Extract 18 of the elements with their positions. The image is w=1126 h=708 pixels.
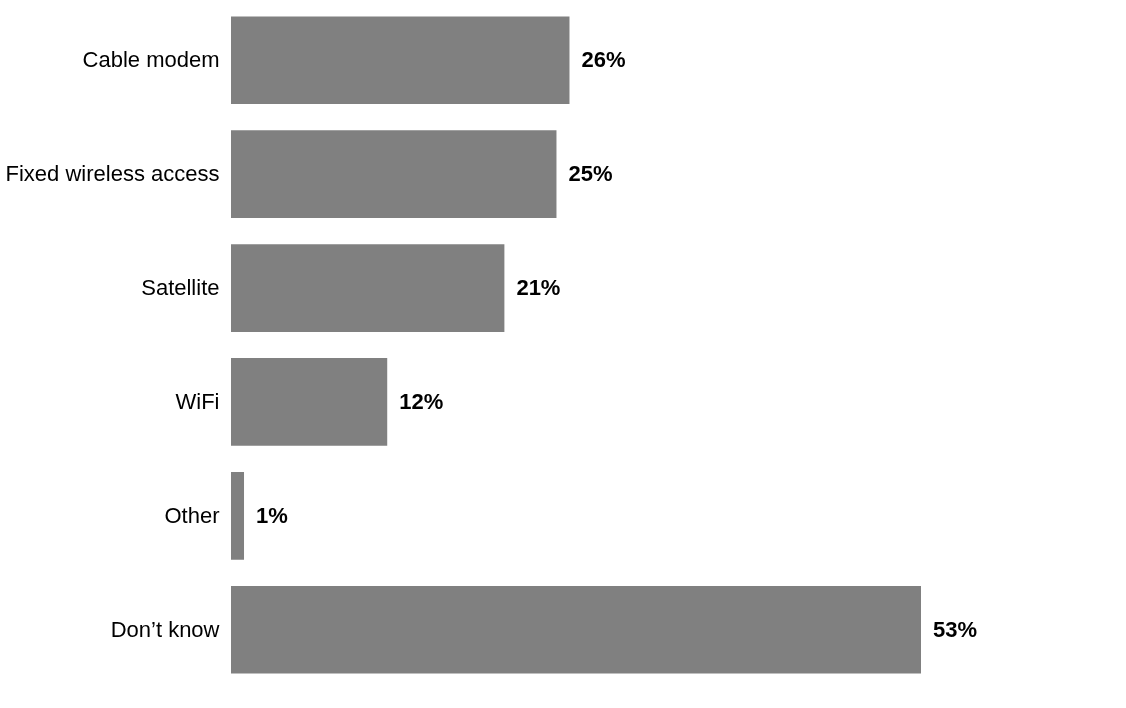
bar (231, 244, 505, 332)
y-tick-label: Cable modem (82, 47, 220, 73)
bar (231, 130, 557, 218)
data-label: 25% (568, 161, 613, 187)
bar (231, 472, 245, 560)
data-label: 12% (399, 388, 444, 414)
data-label: 1% (256, 502, 288, 528)
bar (231, 358, 388, 446)
y-tick-label: Don’t know (110, 616, 220, 642)
bar (231, 585, 921, 674)
bar (231, 16, 570, 105)
y-tick-label: Fixed wireless access (5, 161, 220, 187)
y-tick-label: Satellite (141, 275, 220, 301)
data-label: 26% (581, 47, 626, 73)
y-tick-label: Other (164, 502, 220, 528)
data-label: 21% (516, 275, 561, 301)
y-tick-label: WiFi (175, 388, 220, 414)
data-label: 53% (933, 616, 978, 642)
